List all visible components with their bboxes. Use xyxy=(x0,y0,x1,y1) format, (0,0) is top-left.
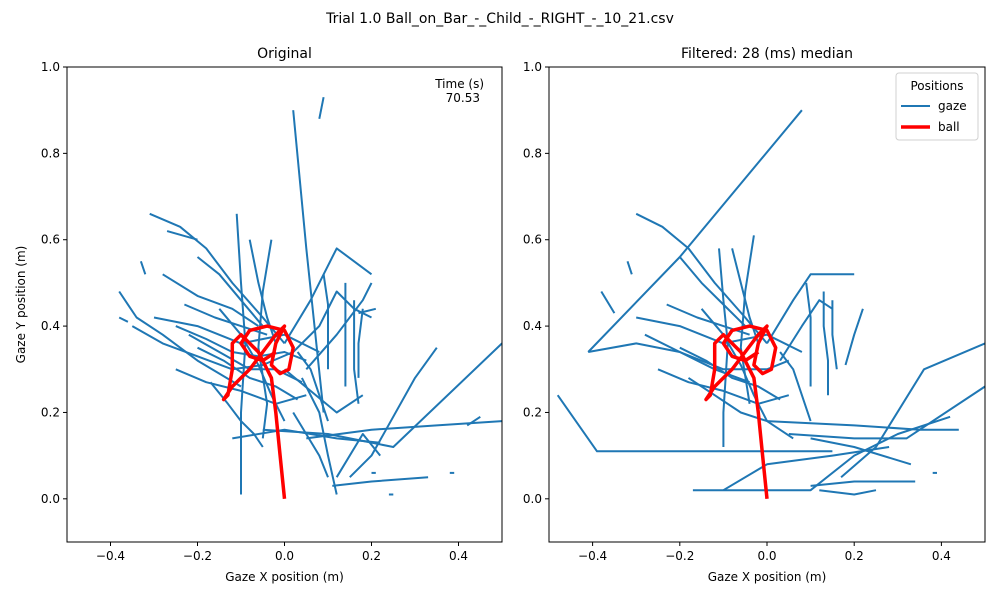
gaze-line xyxy=(196,256,264,327)
time-value: 70.53 xyxy=(446,91,480,105)
gaze-line xyxy=(349,347,438,478)
subplot-2: −0.4 −0.2 0.0 0.2 0.4 0.0 0.2 0.4 0.6 0.8 1.0 Filte… xyxy=(523,46,986,584)
gaze-line xyxy=(296,351,329,422)
gaze-line xyxy=(292,411,329,478)
y-tick-label: 0.2 xyxy=(523,405,542,419)
y-tick-label: 0.2 xyxy=(41,405,60,419)
gaze-line xyxy=(283,368,364,414)
gaze-line xyxy=(731,248,760,344)
gaze-line xyxy=(805,282,812,387)
gaze-line xyxy=(292,290,372,353)
plot-area xyxy=(556,109,985,499)
gaze-line xyxy=(722,446,890,492)
gaze-line xyxy=(175,325,307,362)
gaze-line xyxy=(118,290,242,388)
ball-line xyxy=(704,324,778,499)
gaze-line xyxy=(175,368,307,405)
x-tick-label: −0.2 xyxy=(665,549,694,563)
gaze-line xyxy=(248,239,277,344)
gaze-line xyxy=(292,110,325,413)
y-tick-label: 1.0 xyxy=(523,60,542,74)
x-tick-label: 0.4 xyxy=(932,549,951,563)
gaze-line xyxy=(139,260,147,275)
series-ball xyxy=(704,324,778,499)
gaze-line xyxy=(831,300,838,370)
gaze-line xyxy=(358,307,377,315)
gaze-line xyxy=(692,415,951,492)
series-ball xyxy=(221,324,295,499)
subplot-title: Original xyxy=(257,46,312,62)
gaze-line xyxy=(810,437,912,466)
gaze-line xyxy=(257,239,273,439)
gaze-line xyxy=(332,476,429,487)
gaze-line xyxy=(779,351,812,422)
gaze-line xyxy=(556,394,833,453)
gaze-line xyxy=(118,316,129,323)
y-tick-label: 0.4 xyxy=(523,319,542,333)
gaze-line xyxy=(149,212,286,345)
subplot-title: Filtered: 28 (ms) median xyxy=(681,46,853,62)
gaze-line xyxy=(766,273,855,344)
y-tick-label: 0.6 xyxy=(41,233,60,247)
x-tick-label: −0.4 xyxy=(96,549,125,563)
gaze-line xyxy=(262,342,502,448)
y-axis-label: Gaze Y position (m) xyxy=(14,246,28,364)
x-tick-label: −0.4 xyxy=(578,549,607,563)
y-tick-label: 0.8 xyxy=(41,146,60,160)
x-axis-label: Gaze X position (m) xyxy=(225,570,344,584)
y-tick-label: 0.4 xyxy=(41,319,60,333)
gaze-line xyxy=(166,230,198,241)
gaze-line xyxy=(679,346,781,401)
gaze-line xyxy=(322,274,329,370)
subplot-1: −0.4 −0.2 0.0 0.2 0.4 0.0 0.2 0.4 0.6 0.8 1.0 Origi… xyxy=(14,46,503,584)
x-tick-label: 0.2 xyxy=(362,549,381,563)
series-gaze xyxy=(556,109,985,496)
x-tick-label: 0.2 xyxy=(845,549,864,563)
y-tick-label: 1.0 xyxy=(41,60,60,74)
figure-suptitle: Trial 1.0 Ball_on_Bar_-_Child_-_RIGHT_-_… xyxy=(325,11,674,27)
gaze-line xyxy=(810,480,916,487)
y-tick-label: 0.0 xyxy=(523,492,542,506)
gaze-line xyxy=(644,333,750,384)
ball-line xyxy=(221,324,295,499)
x-tick-label: 0.0 xyxy=(757,549,776,563)
gaze-line xyxy=(844,308,864,366)
gaze-line xyxy=(318,97,325,119)
x-tick-label: 0.4 xyxy=(449,549,468,563)
gaze-line xyxy=(819,489,877,496)
panels: −0.4 −0.2 0.0 0.2 0.4 0.0 0.2 0.4 0.6 0.8 1.0 Origi… xyxy=(14,46,986,584)
gaze-line xyxy=(466,415,481,427)
legend: Positions gaze ball xyxy=(895,72,979,141)
gaze-line xyxy=(131,325,294,371)
gaze-line xyxy=(679,256,746,327)
x-tick-label: −0.2 xyxy=(183,549,212,563)
legend-box xyxy=(895,72,979,141)
gaze-line xyxy=(353,300,360,404)
gaze-line xyxy=(162,273,259,327)
gaze-line xyxy=(657,368,790,405)
gaze-line xyxy=(357,308,364,378)
gaze-line xyxy=(197,346,299,401)
y-tick-label: 0.8 xyxy=(523,146,542,160)
x-axis-label: Gaze X position (m) xyxy=(708,570,827,584)
legend-entry-ball: ball xyxy=(938,120,960,134)
plot-area xyxy=(118,97,502,499)
y-tick-label: 0.0 xyxy=(41,492,60,506)
gaze-line xyxy=(305,282,373,370)
gaze-line xyxy=(840,342,985,478)
gaze-line xyxy=(687,377,794,440)
time-label: Time (s) xyxy=(434,77,484,91)
x-tick-label: 0.0 xyxy=(275,549,294,563)
legend-title: Positions xyxy=(911,79,964,93)
gaze-line xyxy=(822,291,829,396)
gaze-line xyxy=(635,212,768,345)
y-tick-label: 0.6 xyxy=(523,233,542,247)
gaze-line xyxy=(600,290,616,314)
legend-entry-gaze: gaze xyxy=(938,99,967,113)
gaze-line xyxy=(626,260,633,275)
